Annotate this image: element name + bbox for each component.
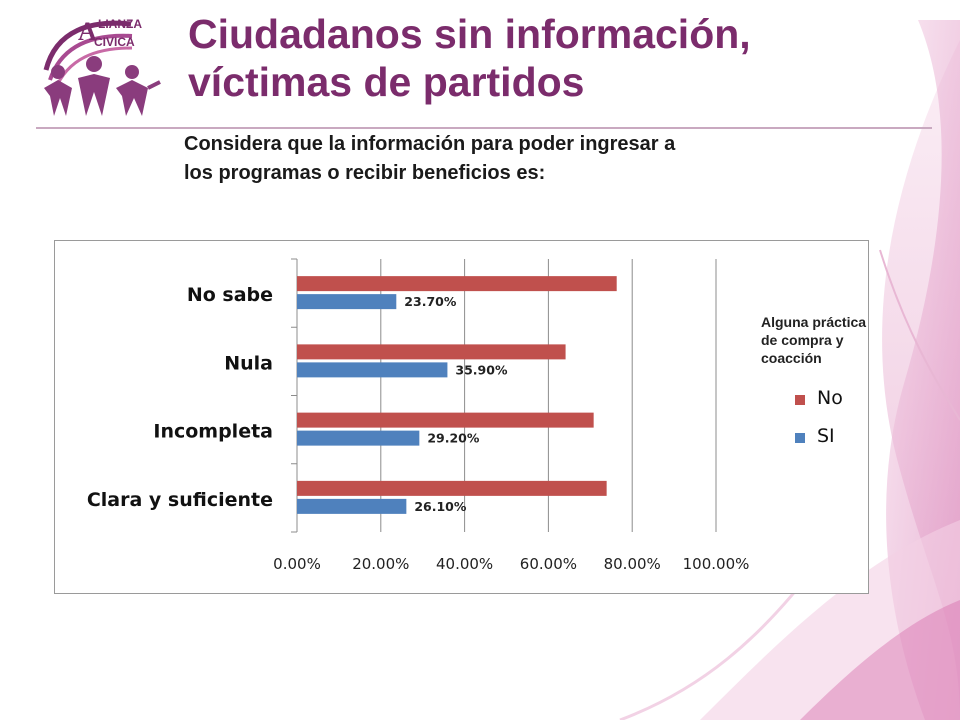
- legend-title-line-1: Alguna práctica: [761, 314, 867, 330]
- data-label-si: 26.10%: [414, 499, 467, 514]
- question-line-1: Considera que la información para poder …: [184, 133, 676, 155]
- bar-no: [297, 344, 566, 360]
- data-label-si: 35.90%: [455, 362, 508, 377]
- title-divider: [36, 127, 932, 129]
- y-category-label: Nula: [224, 352, 273, 374]
- x-tick-label: 100.00%: [683, 555, 750, 573]
- page-title: Ciudadanos sin información, víctimas de …: [188, 10, 751, 106]
- bar-chart: 0.00% 20.00% 40.00% 60.00% 80.00% 100.00% 23.7…: [87, 258, 750, 573]
- legend-title-line-3: coacción: [761, 350, 822, 366]
- logo-text-bottom: CIVICA: [94, 35, 135, 49]
- data-label-si: 23.70%: [404, 294, 457, 309]
- data-label-si: 29.20%: [427, 431, 480, 446]
- legend-title-line-2: de compra y: [761, 332, 844, 348]
- legend-label-no: No: [817, 387, 843, 409]
- bar-si: [297, 430, 420, 446]
- title-line-1: Ciudadanos sin información,: [188, 11, 751, 57]
- y-category-label: No sabe: [187, 284, 273, 306]
- legend-label-si: SI: [817, 425, 835, 447]
- chart-frame: 0.00% 20.00% 40.00% 60.00% 80.00% 100.00% 23.7…: [54, 240, 869, 594]
- bar-si: [297, 294, 397, 310]
- bar-no: [297, 412, 594, 428]
- logo-letter: A: [78, 17, 97, 46]
- alianza-civica-logo: A LIANZA CIVICA: [43, 17, 161, 116]
- x-tick-label: 40.00%: [436, 555, 493, 573]
- bar-si: [297, 362, 448, 378]
- x-tick-label: 60.00%: [520, 555, 577, 573]
- logo-text-top: LIANZA: [98, 17, 142, 31]
- title-line-2: víctimas de partidos: [188, 59, 585, 105]
- bar-no: [297, 276, 617, 292]
- question-text: Considera que la información para poder …: [184, 130, 884, 188]
- bar-no: [297, 480, 607, 496]
- legend-swatch-si: [795, 433, 805, 443]
- legend-swatch-no: [795, 395, 805, 405]
- legend-title: Alguna práctica de compra y coacción: [761, 313, 891, 367]
- x-tick-label: 80.00%: [604, 555, 661, 573]
- y-category-label: Incompleta: [153, 421, 273, 443]
- question-line-2: los programas o recibir beneficios es:: [184, 162, 546, 184]
- y-category-label: Clara y suficiente: [87, 489, 273, 511]
- x-tick-label: 0.00%: [273, 555, 321, 573]
- x-tick-label: 20.00%: [352, 555, 409, 573]
- bar-si: [297, 498, 407, 514]
